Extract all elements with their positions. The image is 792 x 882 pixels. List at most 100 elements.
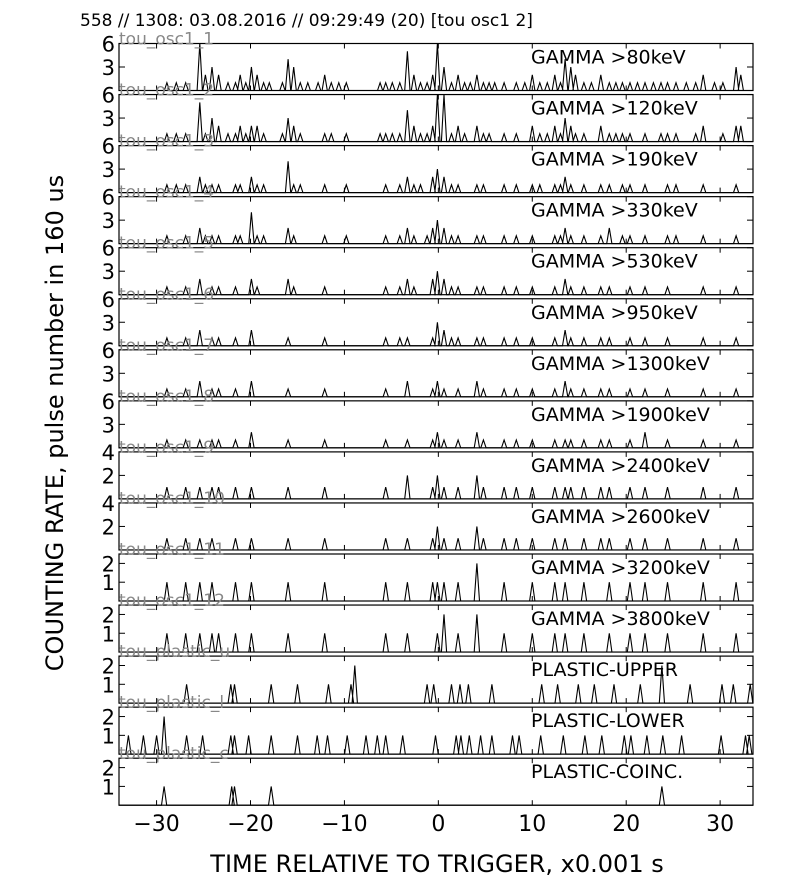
y-tick-label: 3 — [102, 56, 115, 80]
panel-tou_osc1_1: 36 GAMMA >80keV tou_osc1_1 — [102, 30, 754, 92]
x-tick-label: −10 — [321, 812, 367, 837]
y-tick-label: 2 — [102, 757, 115, 781]
y-tick-label: 1 — [102, 673, 115, 697]
y-tick-label: 3 — [102, 311, 115, 335]
y-tick-label: 6 — [102, 33, 115, 57]
panel-tou_osc1_10: 24 GAMMA >2600keV tou_osc1_10 — [102, 489, 754, 551]
series-line-tou_osc1_2 — [119, 94, 753, 143]
y-tick-label: 3 — [102, 107, 115, 131]
x-tick-label: −30 — [133, 812, 179, 837]
panel-frame — [118, 553, 754, 602]
series-line-tou_osc1_8 — [119, 432, 753, 449]
y-tick-label: 2 — [102, 552, 115, 576]
channel-id: tou_osc1_7 — [119, 336, 214, 356]
y-tick-label: 3 — [102, 413, 115, 437]
panel-tou_osc1_6: 36 GAMMA >950keV tou_osc1_6 — [102, 285, 754, 347]
y-tick-label: 3 — [102, 362, 115, 386]
series-line-tou_osc1_1 — [119, 43, 753, 92]
panel-tou_osc1_9: 24 GAMMA >2400keV tou_osc1_9 — [102, 438, 754, 500]
panel-tou_osc1_4: 36 GAMMA >330keV tou_osc1_4 — [102, 183, 754, 245]
panel-tou_osc1_12: 12 GAMMA >3800keV tou_osc1_12 — [102, 591, 754, 653]
channel-id: tou_osc1_1 — [119, 30, 214, 50]
panel-tou_osc1_5: 36 GAMMA >530keV tou_osc1_5 — [102, 234, 754, 296]
panel-label: PLASTIC-COINC. — [531, 761, 683, 783]
y-tick-label: 6 — [102, 288, 115, 312]
series-line-tou_osc1_5 — [119, 271, 753, 296]
channel-id: tou_plastic_c — [119, 744, 229, 764]
y-tick-label: 4 — [102, 492, 115, 516]
series-line-tou_osc1_3 — [119, 161, 753, 194]
panel-label: GAMMA >530keV — [531, 251, 698, 273]
y-tick-label: 1 — [102, 571, 115, 595]
y-tick-label: 6 — [102, 390, 115, 414]
x-axis-label: TIME RELATIVE TO TRIGGER, x0.001 s — [209, 850, 663, 878]
y-tick-label: 2 — [102, 464, 115, 488]
y-tick-label: 1 — [102, 724, 115, 748]
y-tick-label: 2 — [102, 655, 115, 679]
series-line-tou_osc1_9 — [119, 475, 753, 500]
y-tick-label: 6 — [102, 84, 115, 108]
panel-label: GAMMA >80keV — [531, 47, 686, 69]
series-line-tou_osc1_7 — [119, 381, 753, 398]
channel-id: tou_osc1_11 — [119, 540, 225, 560]
panel-label: GAMMA >1900keV — [531, 404, 710, 426]
x-tick-label: 30 — [706, 812, 734, 837]
panel-tou_osc1_7: 36 GAMMA >1300keV tou_osc1_7 — [102, 336, 754, 398]
panel-tou_osc1_3: 36 GAMMA >190keV tou_osc1_3 — [102, 132, 754, 194]
x-axis: −30 −20 −10 0 10 20 30 — [133, 812, 734, 837]
y-tick-label: 1 — [102, 775, 115, 799]
channel-id: tou_osc1_6 — [119, 285, 214, 305]
panel-label: GAMMA >950keV — [531, 302, 698, 324]
y-tick-label: 3 — [102, 158, 115, 182]
panel-tou_plastic_u: 12 PLASTIC-UPPER tou_plastic_u — [102, 642, 754, 704]
panel-label: GAMMA >190keV — [531, 149, 698, 171]
panel-label: GAMMA >2600keV — [531, 506, 710, 528]
y-tick-label: 6 — [102, 186, 115, 210]
x-tick-label: 20 — [612, 812, 640, 837]
channel-id: tou_plastic_u — [119, 642, 230, 662]
panel-tou_plastic_c: 12 PLASTIC-COINC. tou_plastic_c — [102, 744, 754, 806]
series-line-tou_osc1_4 — [119, 212, 753, 245]
y-tick-label: 6 — [102, 339, 115, 363]
series-line-tou_osc1_10 — [119, 526, 753, 551]
panel-label: PLASTIC-LOWER — [531, 710, 685, 732]
series-line-tou_osc1_12 — [119, 614, 753, 653]
series-line-tou_osc1_11 — [119, 563, 753, 602]
y-tick-label: 1 — [102, 622, 115, 646]
panel-frame — [118, 706, 754, 755]
panel-label: PLASTIC-UPPER — [531, 659, 678, 681]
series-line-tou_plastic_c — [119, 786, 753, 806]
panel-frame — [118, 604, 754, 653]
panel-tou_plastic_l: 12 PLASTIC-LOWER tou_plastic_l — [102, 693, 754, 755]
panel-tou_osc1_11: 12 GAMMA >3200keV tou_osc1_11 — [102, 540, 754, 602]
x-tick-label: 10 — [518, 812, 546, 837]
y-tick-label: 4 — [102, 441, 115, 465]
channel-id: tou_osc1_12 — [119, 591, 225, 611]
x-tick-label: 0 — [431, 812, 445, 837]
panel-label: GAMMA >3800keV — [531, 608, 710, 630]
y-tick-label: 2 — [102, 706, 115, 730]
panel-label: GAMMA >2400keV — [531, 455, 710, 477]
panel-tou_osc1_8: 36 GAMMA >1900keV tou_osc1_8 — [102, 387, 754, 449]
y-tick-label: 6 — [102, 135, 115, 159]
y-tick-label: 2 — [102, 515, 115, 539]
y-tick-label: 6 — [102, 237, 115, 261]
panel-tou_osc1_2: 36 GAMMA >120keV tou_osc1_2 — [102, 81, 754, 143]
series-line-tou_osc1_6 — [119, 322, 753, 347]
panel-label: GAMMA >330keV — [531, 200, 698, 222]
channel-id: tou_osc1_5 — [119, 234, 214, 254]
channel-id: tou_osc1_3 — [119, 132, 214, 152]
y-tick-label: 3 — [102, 209, 115, 233]
y-tick-label: 2 — [102, 603, 115, 627]
channel-id: tou_osc1_10 — [119, 489, 225, 509]
panel-label: GAMMA >120keV — [531, 98, 698, 120]
y-tick-label: 3 — [102, 260, 115, 284]
panel-label: GAMMA >3200keV — [531, 557, 710, 579]
chart-header: 558 // 1308: 03.08.2016 // 09:29:49 (20)… — [80, 11, 533, 31]
channel-id: tou_osc1_2 — [119, 81, 214, 101]
panel-label: GAMMA >1300keV — [531, 353, 710, 375]
channel-id: tou_plastic_l — [119, 693, 224, 713]
series-line-tou_plastic_l — [119, 716, 753, 755]
